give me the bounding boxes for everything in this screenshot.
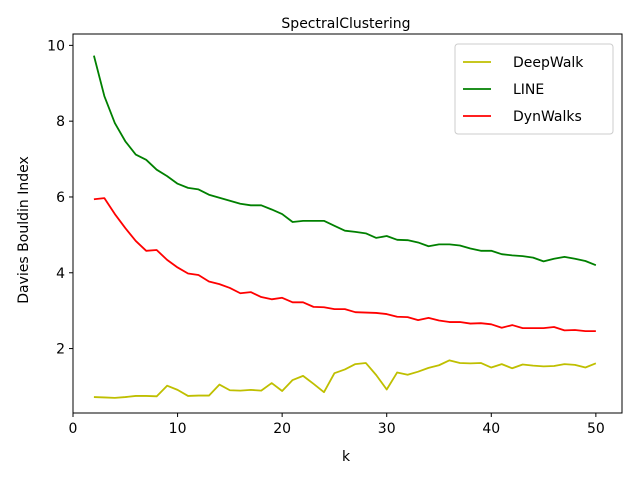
y-tick-label: 8	[56, 114, 65, 130]
legend-entry: LINE	[513, 82, 544, 98]
y-tick-label: 6	[56, 190, 65, 206]
series-line-line	[93, 55, 597, 267]
chart-title: SpectralClustering	[281, 16, 410, 32]
legend-box	[454, 43, 614, 135]
x-tick-label: 50	[587, 421, 605, 437]
plot-frame	[72, 33, 623, 414]
plot-lines	[93, 55, 597, 399]
y-axis-label: Davies Bouldin Index	[16, 156, 32, 303]
x-axis-label: k	[342, 449, 351, 465]
series-line-dynwalks	[93, 197, 596, 333]
legend: DeepWalk LINE DynWalks	[454, 43, 614, 135]
legend-entry: DynWalks	[513, 109, 582, 125]
y-axis: 2 4 6 8 10	[47, 38, 73, 358]
y-tick-label: 4	[56, 266, 65, 282]
x-tick-label: 20	[273, 421, 291, 437]
x-tick-label: 30	[378, 421, 396, 437]
x-tick-label: 10	[169, 421, 187, 437]
series-line-deepwalk	[93, 359, 597, 399]
x-tick-label: 0	[69, 421, 78, 437]
x-axis: 0 10 20 30 40 50	[69, 413, 605, 437]
x-tick-label: 40	[482, 421, 500, 437]
y-tick-label: 10	[47, 38, 65, 54]
legend-entry: DeepWalk	[513, 55, 584, 71]
y-tick-label: 2	[56, 342, 65, 358]
